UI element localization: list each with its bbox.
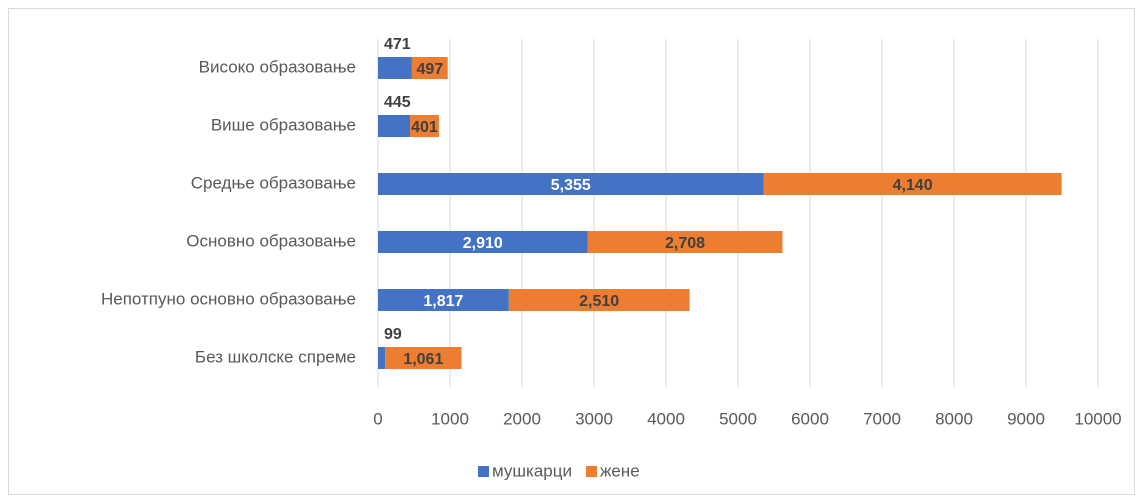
data-label: 445 (384, 94, 411, 111)
data-label: 4,140 (893, 177, 933, 194)
data-label: 1,061 (403, 351, 443, 368)
x-tick-label: 2000 (503, 409, 541, 428)
x-tick-label: 4000 (647, 409, 685, 428)
x-tick-label: 6000 (791, 409, 829, 428)
x-tick-label: 8000 (935, 409, 973, 428)
bar (763, 173, 1062, 195)
data-label: 471 (384, 36, 411, 53)
bar (385, 347, 462, 369)
x-tick-label: 5000 (719, 409, 757, 428)
legend-swatch (585, 466, 597, 477)
x-tick-label: 9000 (1007, 409, 1045, 428)
bar (508, 289, 690, 311)
data-label: 99 (384, 326, 402, 343)
bar (378, 57, 412, 79)
bar (378, 347, 386, 369)
data-label: 2,708 (665, 235, 705, 252)
bar (378, 115, 411, 137)
y-tick-label: Без школске спреме (195, 347, 356, 366)
data-label: 2,510 (579, 293, 619, 310)
y-tick-label: Високо образовање (199, 57, 356, 76)
x-tick-label: 1000 (431, 409, 469, 428)
x-tick-label: 3000 (575, 409, 613, 428)
bar (411, 57, 448, 79)
bar (587, 231, 783, 253)
data-label: 1,817 (423, 293, 463, 310)
x-tick-label: 10000 (1074, 409, 1121, 428)
legend-label: жене (600, 461, 640, 480)
legend-label: мушкарци (492, 461, 572, 480)
data-label: 5,355 (551, 177, 591, 194)
data-label: 497 (416, 61, 443, 78)
x-tick-label: 7000 (863, 409, 901, 428)
legend-swatch (478, 466, 489, 477)
bar (378, 173, 764, 195)
x-tick-label: 0 (373, 409, 382, 428)
data-label: 401 (411, 119, 438, 136)
bar (378, 231, 588, 253)
y-tick-label: Основно образовање (186, 231, 356, 250)
bar (410, 115, 439, 137)
data-label: 2,910 (463, 235, 503, 252)
bar (378, 289, 509, 311)
y-tick-label: Више образовање (211, 115, 356, 134)
y-tick-label: Средње образовање (191, 173, 356, 192)
y-tick-label: Непотпуно основно образовање (101, 289, 356, 308)
